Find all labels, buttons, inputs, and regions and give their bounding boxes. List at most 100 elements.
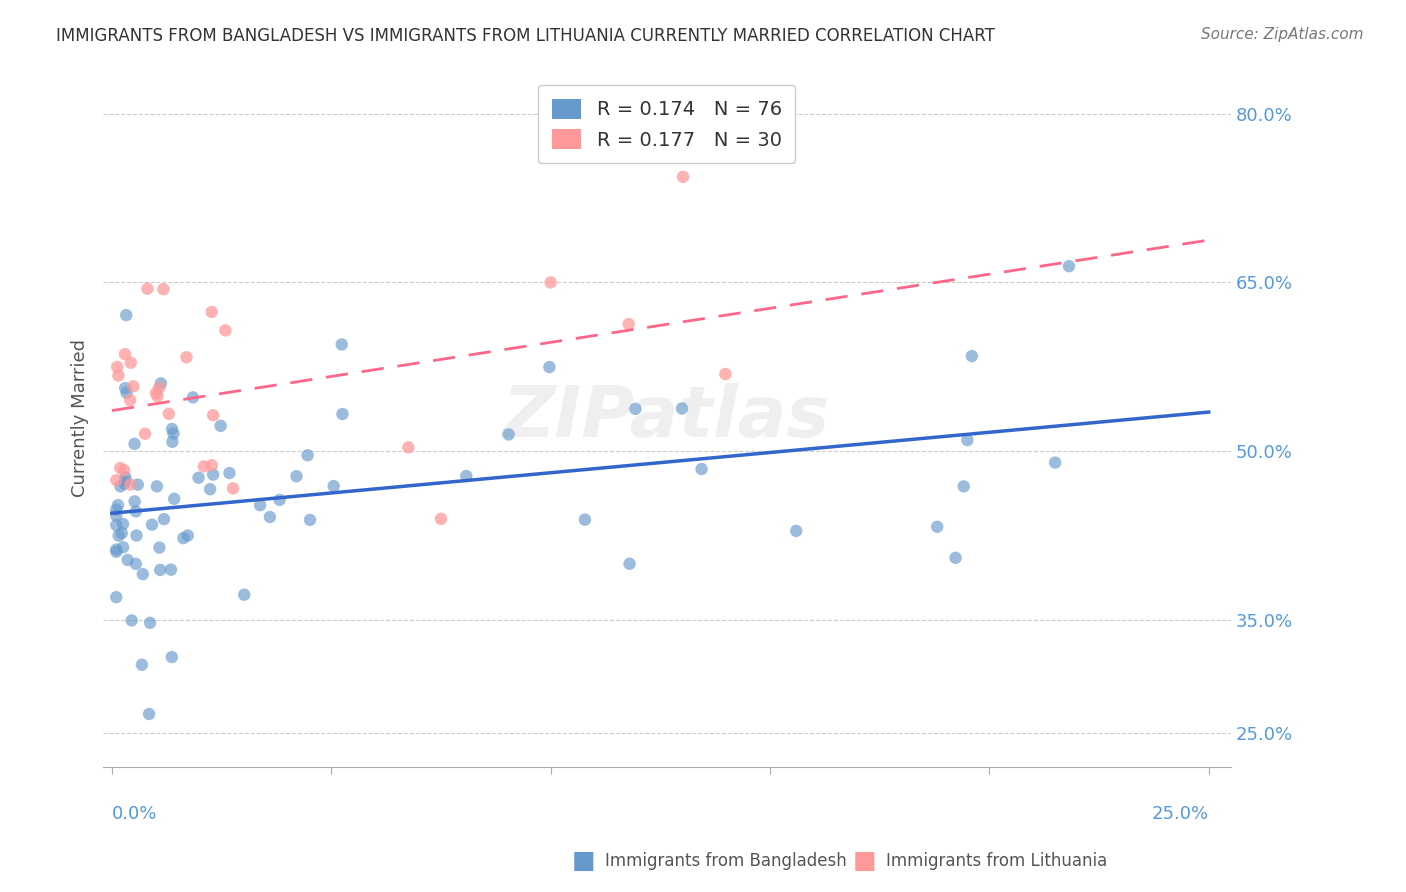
Point: [209, 418, 232, 433]
Point: [259, 510, 281, 524]
Point: [619, 557, 641, 571]
Point: [322, 479, 344, 493]
Point: [114, 474, 136, 488]
Point: [120, 477, 142, 491]
Point: [163, 491, 186, 506]
Text: IMMIGRANTS FROM BANGLADESH VS IMMIGRANTS FROM LITHUANIA CURRENTLY MARRIED CORREL: IMMIGRANTS FROM BANGLADESH VS IMMIGRANTS…: [56, 27, 995, 45]
Point: [115, 385, 138, 400]
Text: 0.0%: 0.0%: [112, 805, 157, 823]
Point: [181, 390, 204, 404]
Point: [269, 492, 291, 507]
Point: [690, 462, 713, 476]
Point: [538, 360, 561, 375]
Text: ■: ■: [572, 849, 595, 872]
Point: [134, 426, 156, 441]
Point: [672, 169, 695, 184]
Point: [176, 350, 198, 364]
Point: [121, 614, 143, 628]
Point: [127, 477, 149, 491]
Point: [148, 541, 170, 555]
Point: [430, 512, 453, 526]
Point: [160, 422, 183, 436]
Point: [125, 557, 148, 571]
Point: [125, 528, 148, 542]
Point: [112, 517, 135, 532]
Text: ZIPatlas: ZIPatlas: [503, 383, 831, 452]
Point: [187, 471, 209, 485]
Point: [138, 706, 160, 721]
Point: [152, 282, 174, 296]
Point: [120, 392, 142, 407]
Point: [111, 526, 134, 541]
Point: [177, 528, 200, 542]
Point: [396, 441, 419, 455]
Point: [233, 588, 256, 602]
Point: [136, 282, 159, 296]
Point: [160, 563, 183, 577]
Point: [222, 481, 245, 495]
Point: [145, 386, 167, 401]
Point: [298, 513, 321, 527]
Legend: R = 0.174   N = 76, R = 0.177   N = 30: R = 0.174 N = 76, R = 0.177 N = 30: [538, 86, 796, 163]
Point: [112, 541, 135, 555]
Point: [112, 476, 135, 491]
Point: [202, 467, 225, 482]
Point: [574, 513, 596, 527]
Point: [172, 531, 194, 545]
Point: [671, 401, 693, 416]
Point: [105, 542, 128, 557]
Point: [114, 470, 136, 484]
Point: [202, 408, 225, 422]
Point: [141, 517, 163, 532]
Point: [785, 524, 807, 538]
Text: ■: ■: [853, 849, 876, 872]
Point: [105, 590, 128, 604]
Point: [117, 553, 139, 567]
Point: [952, 479, 974, 493]
Point: [124, 494, 146, 508]
Point: [149, 376, 172, 391]
Point: [540, 276, 562, 290]
Point: [330, 337, 353, 351]
Point: [285, 469, 308, 483]
Point: [105, 359, 128, 374]
Point: [107, 498, 129, 512]
Point: [107, 368, 129, 383]
Point: [112, 463, 135, 477]
Point: [945, 550, 967, 565]
Point: [157, 407, 180, 421]
Point: [110, 479, 132, 493]
Point: [498, 427, 520, 442]
Point: [714, 367, 737, 381]
Point: [114, 347, 136, 361]
Point: [617, 317, 640, 331]
Point: [624, 401, 647, 416]
Point: [1057, 259, 1080, 273]
Point: [105, 545, 128, 559]
Point: [132, 567, 155, 582]
Point: [332, 407, 354, 421]
Point: [105, 508, 128, 523]
Text: Immigrants from Bangladesh: Immigrants from Bangladesh: [605, 852, 846, 870]
Point: [201, 458, 224, 473]
Point: [153, 512, 176, 526]
Point: [1043, 456, 1066, 470]
Text: Source: ZipAtlas.com: Source: ZipAtlas.com: [1201, 27, 1364, 42]
Point: [115, 308, 138, 322]
Point: [218, 466, 240, 480]
Text: 25.0%: 25.0%: [1152, 805, 1209, 823]
Point: [120, 356, 142, 370]
Point: [110, 461, 132, 475]
Point: [146, 479, 169, 493]
Point: [105, 502, 128, 516]
Point: [114, 381, 136, 395]
Point: [201, 305, 224, 319]
Point: [160, 650, 183, 665]
Point: [148, 381, 170, 395]
Point: [105, 473, 128, 487]
Point: [927, 520, 949, 534]
Point: [125, 504, 148, 518]
Y-axis label: Currently Married: Currently Married: [72, 339, 89, 497]
Point: [198, 482, 221, 496]
Point: [107, 528, 129, 542]
